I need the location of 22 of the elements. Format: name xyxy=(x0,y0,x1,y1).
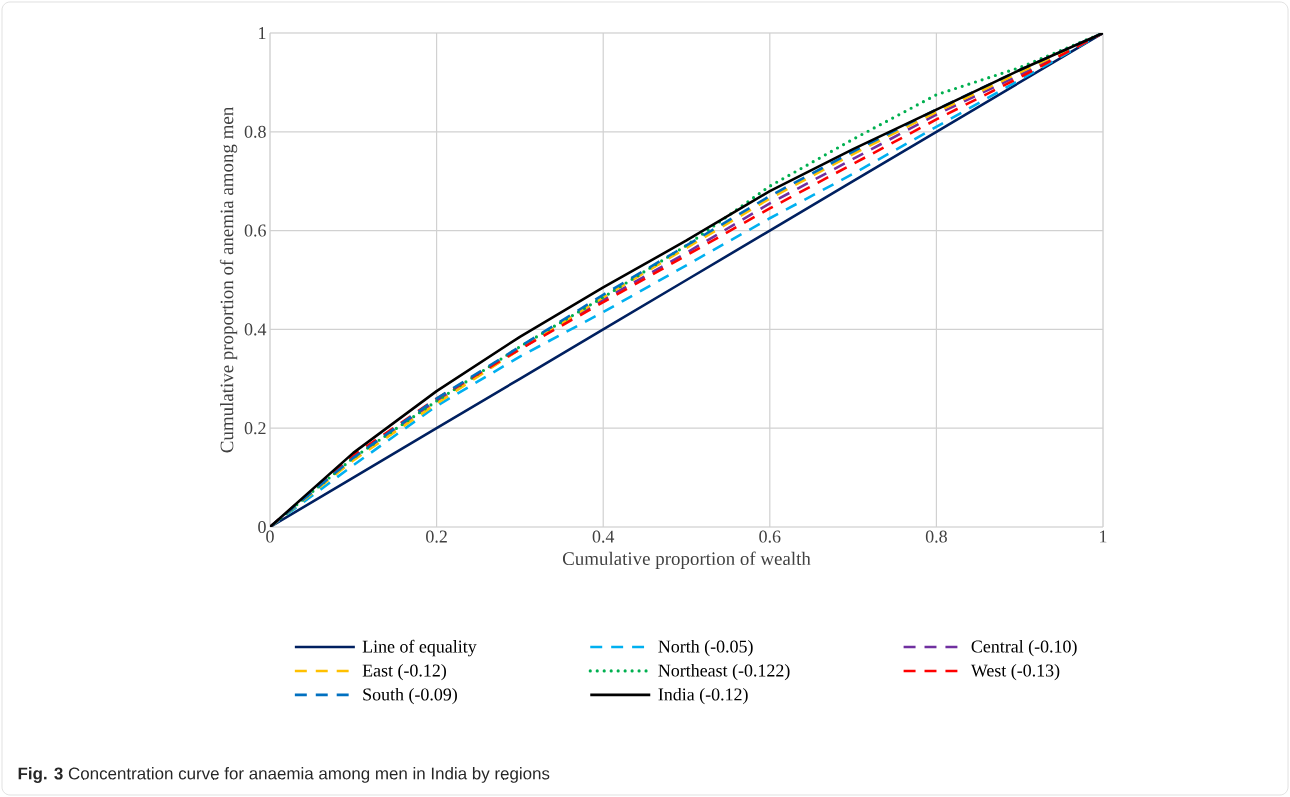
y-axis-title: Cumulative proportion of anemia among men xyxy=(219,107,238,453)
y-tick-label: 0.2 xyxy=(244,422,266,435)
legend-label: East (-0.12) xyxy=(362,663,446,681)
text: Fig. 3 Concentration curve for anaemia among men in India by regions xyxy=(18,767,550,783)
y-tick-label: 0 xyxy=(258,520,266,534)
legend-label: Line of equality xyxy=(362,639,477,657)
x-tick-label: 0.4 xyxy=(592,530,615,543)
y-tick-label: 0.8 xyxy=(244,125,266,138)
y-tick-label: 0.6 xyxy=(244,224,266,237)
legend-label: India (-0.12) xyxy=(658,687,748,705)
legend-label: West (-0.13) xyxy=(970,663,1060,681)
legend-label: Northeast (-0.122) xyxy=(658,663,790,681)
legend-label: North (-0.05) xyxy=(658,639,753,657)
x-tick-label: 0.2 xyxy=(426,530,447,543)
x-tick-label: 0.8 xyxy=(925,530,947,543)
legend-label: Central (-0.10) xyxy=(971,639,1077,657)
y-tick-label: 0.4 xyxy=(244,323,267,336)
x-tick-label: 1 xyxy=(1100,530,1107,543)
x-tick-label: 0.6 xyxy=(759,530,781,543)
legend-label: South (-0.09) xyxy=(363,687,457,705)
y-tick-label: 1 xyxy=(259,27,266,39)
x-axis-title: Cumulative proportion of wealth xyxy=(562,551,811,569)
